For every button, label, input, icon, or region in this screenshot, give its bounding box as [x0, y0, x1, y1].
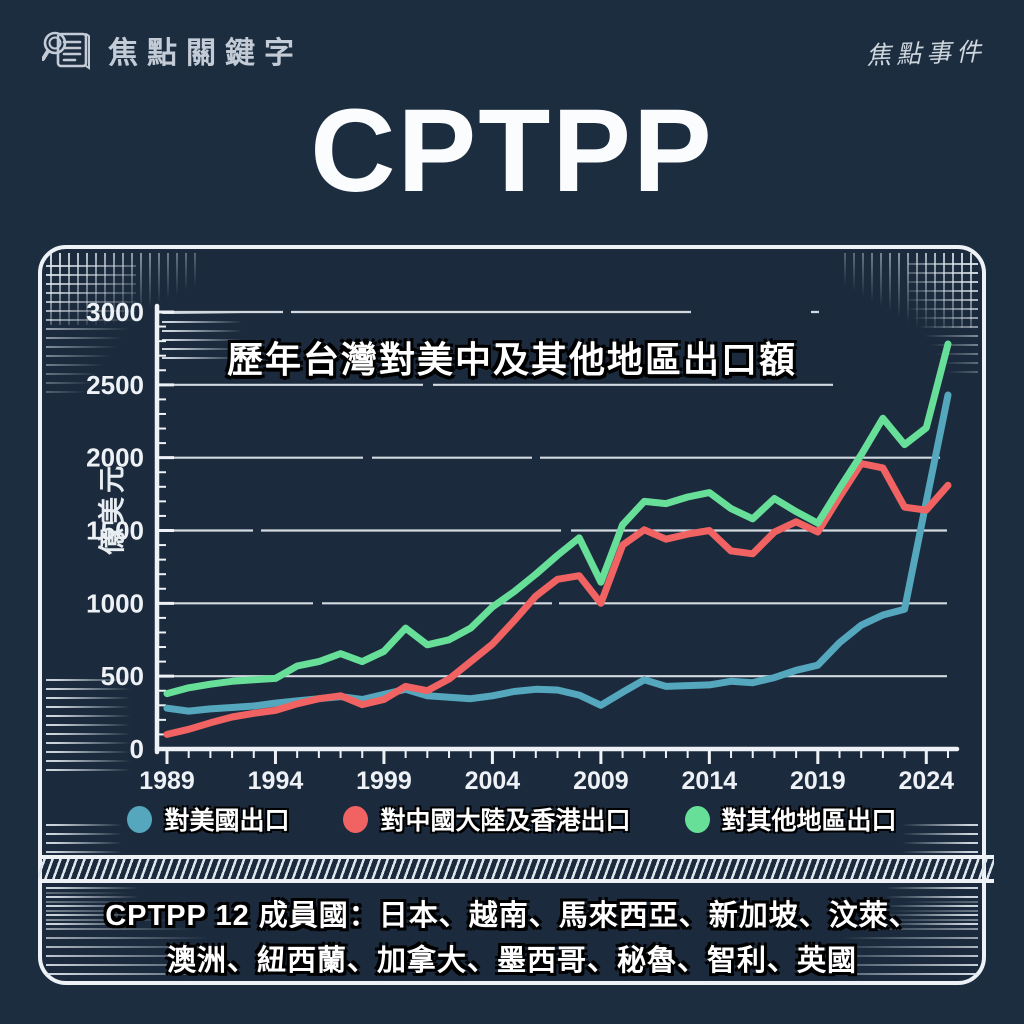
- members-note-line2: 澳洲、紐西蘭、加拿大、墨西哥、秘魯、智利、英國: [166, 944, 857, 977]
- members-note-line1: CPTPP 12 成員國：日本、越南、馬來西亞、新加坡、汶萊、: [105, 900, 919, 932]
- legend-item: 對中國大陸及香港出口: [343, 801, 631, 837]
- y-tick-label: 0: [130, 734, 144, 764]
- magnifier-document-icon: [41, 28, 94, 72]
- series-對中國大陸及香港出口: [163, 460, 952, 738]
- export-line-chart: 0 500 1000 1500 2000 2500 3000 1989 1994 1999 2004…: [86, 297, 960, 795]
- legend-label: 對其他地區出口: [721, 807, 897, 835]
- legend-label: 對中國大陸及香港出口: [380, 807, 631, 835]
- legend-item: 對其他地區出口: [684, 801, 897, 837]
- legend-dot: [343, 805, 369, 833]
- x-tick-label: 1999: [356, 767, 412, 795]
- hatched-divider: [38, 855, 994, 883]
- legend-item: 對美國出口: [127, 801, 289, 837]
- x-tick-label: 1989: [139, 767, 195, 795]
- y-tick-label: 2000: [86, 443, 144, 473]
- y-tick-label: 500: [101, 661, 144, 691]
- series-對其他地區出口: [163, 340, 952, 698]
- y-tick-label: 3000: [86, 297, 144, 327]
- infographic-card: 0 500 1000 1500 2000 2500 3000 1989 1994 1999 2004…: [38, 245, 994, 985]
- y-tick-label: 1500: [86, 516, 144, 546]
- brand-text: 焦點關鍵字: [108, 37, 303, 70]
- page-title: CPTPP: [310, 85, 714, 217]
- x-tick-label: 1994: [248, 767, 304, 795]
- x-tick-label: 2014: [682, 767, 738, 795]
- legend-dot: [684, 805, 710, 833]
- y-axis-title: 億美元: [97, 462, 128, 555]
- watermark-signature: 焦點事件: [865, 36, 987, 71]
- chart-legend: 對美國出口 對中國大陸及香港出口 對其他地區出口: [42, 801, 982, 837]
- y-tick-label: 1000: [86, 588, 144, 618]
- x-tick-label: 2024: [898, 767, 954, 795]
- x-tick-label: 2009: [573, 767, 629, 795]
- members-note: CPTPP 12 成員國：日本、越南、馬來西亞、新加坡、汶萊、 澳洲、紐西蘭、加…: [42, 894, 982, 984]
- chart-title: 歷年台灣對美中及其他地區出口額: [226, 339, 797, 380]
- brand: 焦點關鍵字: [41, 28, 303, 72]
- x-tick-label: 2004: [465, 767, 521, 795]
- legend-label: 對美國出口: [164, 807, 290, 835]
- legend-dot: [127, 805, 153, 833]
- x-tick-label: 2019: [790, 767, 846, 795]
- y-tick-label: 2500: [86, 370, 144, 400]
